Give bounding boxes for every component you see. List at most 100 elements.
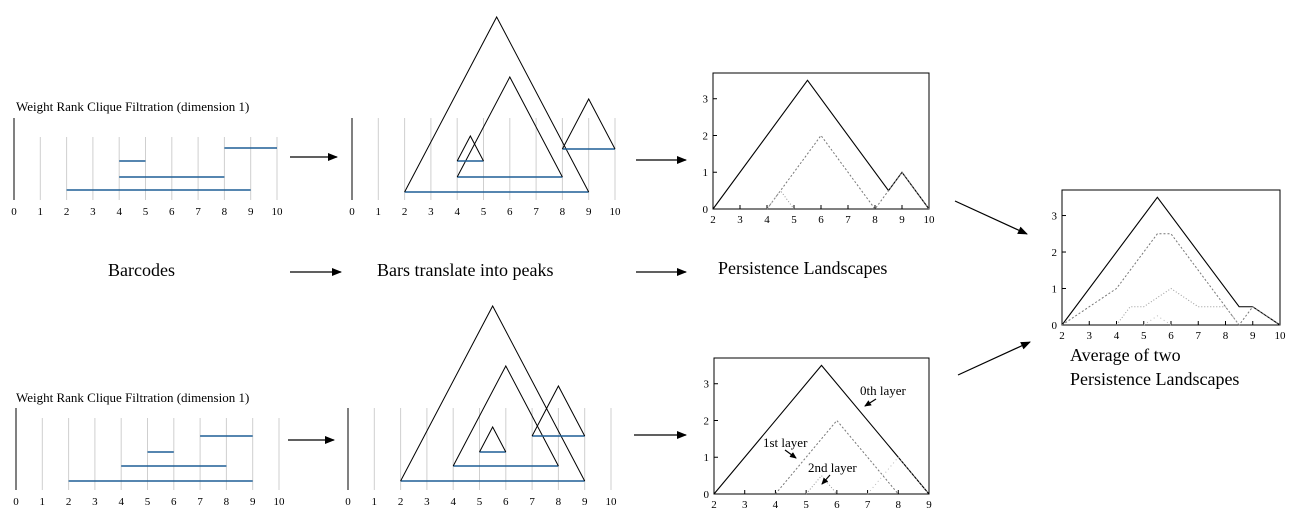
x-tick-label: 0 [349, 206, 355, 218]
x-tick-label: 6 [171, 496, 177, 508]
x-tick-label: 6 [169, 206, 175, 218]
x-tick-label: 10 [1275, 330, 1287, 342]
x-tick-label: 10 [924, 214, 936, 226]
x-tick-label: 8 [560, 206, 566, 218]
x-tick-label: 2 [402, 206, 408, 218]
x-tick-label: 8 [556, 496, 562, 508]
y-tick-label: 2 [704, 415, 710, 427]
layer1-pointer [784, 449, 797, 459]
x-tick-label: 9 [250, 496, 256, 508]
y-tick-label: 1 [703, 167, 709, 179]
x-tick-label: 4 [454, 206, 460, 218]
x-tick-label: 3 [737, 214, 743, 226]
average-caption-line2: Persistence Landscapes [1070, 369, 1239, 389]
x-tick-label: 9 [1250, 330, 1256, 342]
layer0-label: 0th layer [860, 383, 907, 398]
y-tick-label: 0 [704, 489, 710, 501]
layer2-label: 2nd layer [808, 460, 857, 475]
y-tick-label: 0 [1052, 320, 1058, 332]
x-tick-label: 2 [710, 214, 716, 226]
landscapes-caption: Persistence Landscapes [718, 258, 887, 278]
x-tick-label: 10 [274, 496, 286, 508]
landscape-layer2-line [805, 474, 838, 495]
x-tick-label: 3 [1087, 330, 1093, 342]
layer1-label: 1st layer [763, 435, 808, 450]
x-tick-label: 8 [896, 499, 902, 509]
plot-frame [713, 357, 930, 495]
landscape-layer0-line [712, 79, 930, 210]
y-tick-label: 2 [1052, 247, 1058, 259]
landscape-layer0-line [713, 364, 930, 495]
average-caption-line1: Average of two [1070, 345, 1181, 365]
x-tick-label: 1 [40, 496, 46, 508]
peak-triangle [452, 364, 559, 467]
x-tick-label: 5 [143, 206, 149, 218]
landscape-layer0-line [1061, 196, 1281, 326]
plot-frame [1061, 189, 1281, 326]
x-tick-label: 7 [845, 214, 851, 226]
x-tick-label: 5 [803, 499, 809, 509]
landscape-layer3-line [867, 456, 930, 495]
x-tick-label: 3 [92, 496, 98, 508]
x-tick-label: 7 [1196, 330, 1202, 342]
landscape-layer3-line [1143, 315, 1172, 326]
peak-triangle [479, 425, 507, 453]
landscape-layer2-line [1116, 287, 1240, 326]
x-tick-label: 0 [13, 496, 19, 508]
x-tick-label: 10 [606, 496, 618, 508]
x-tick-label: 1 [376, 206, 382, 218]
landscape-panel-top: 2 3 4 5 6 7 8 9 10 0 1 2 3 [703, 72, 936, 226]
landscape-layer1-line [1061, 233, 1281, 326]
x-tick-label: 8 [224, 496, 230, 508]
landscape-panel-average: 2 3 4 5 6 7 8 9 10 0 1 2 3 [1052, 189, 1287, 342]
x-tick-label: 2 [711, 499, 717, 509]
layer2-pointer [821, 474, 831, 485]
x-tick-label: 5 [1141, 330, 1147, 342]
arrow-bottom-to-average [957, 341, 1031, 376]
x-tick-label: 5 [791, 214, 797, 226]
x-tick-label: 3 [428, 206, 434, 218]
x-tick-label: 6 [834, 499, 840, 509]
x-tick-label: 5 [477, 496, 483, 508]
x-tick-label: 8 [872, 214, 878, 226]
x-tick-label: 3 [424, 496, 430, 508]
x-tick-label: 9 [248, 206, 254, 218]
x-tick-label: 3 [90, 206, 96, 218]
x-tick-label: 5 [145, 496, 151, 508]
plot-frame [712, 72, 930, 210]
x-tick-label: 4 [116, 206, 122, 218]
x-tick-label: 5 [481, 206, 487, 218]
x-tick-label: 7 [197, 496, 203, 508]
x-tick-label: 2 [66, 496, 72, 508]
bars-to-peaks-caption: Bars translate into peaks [377, 260, 553, 280]
x-tick-label: 9 [899, 214, 905, 226]
peak-triangle [531, 384, 586, 437]
landscape-layer1-line [775, 419, 899, 495]
x-tick-label: 9 [926, 499, 932, 509]
barcode-panel-bottom: 0 1 2 3 4 5 6 7 8 9 10 [13, 408, 285, 508]
x-tick-label: 6 [503, 496, 509, 508]
landscape-layer1-line [766, 134, 930, 210]
y-tick-label: 2 [703, 130, 709, 142]
y-tick-label: 1 [704, 452, 710, 464]
x-tick-label: 4 [773, 499, 779, 509]
peaks-panel-bottom: 0 1 2 3 4 5 6 7 8 9 10 [345, 304, 618, 508]
x-tick-label: 0 [345, 496, 351, 508]
x-tick-label: 4 [1114, 330, 1120, 342]
x-tick-label: 9 [586, 206, 592, 218]
peak-triangle [404, 15, 590, 193]
x-tick-label: 1 [372, 496, 378, 508]
x-tick-label: 4 [764, 214, 770, 226]
y-tick-label: 3 [703, 94, 709, 106]
x-tick-label: 2 [64, 206, 70, 218]
arrow-top-to-average [954, 200, 1028, 235]
y-tick-label: 0 [703, 204, 709, 216]
x-tick-label: 6 [1168, 330, 1174, 342]
filtration-title-top: Weight Rank Clique Filtration (dimension… [16, 99, 249, 114]
landscape-layer2-line [766, 189, 795, 210]
y-tick-label: 1 [1052, 284, 1058, 296]
x-tick-label: 0 [11, 206, 17, 218]
x-tick-label: 4 [450, 496, 456, 508]
x-tick-label: 10 [272, 206, 284, 218]
